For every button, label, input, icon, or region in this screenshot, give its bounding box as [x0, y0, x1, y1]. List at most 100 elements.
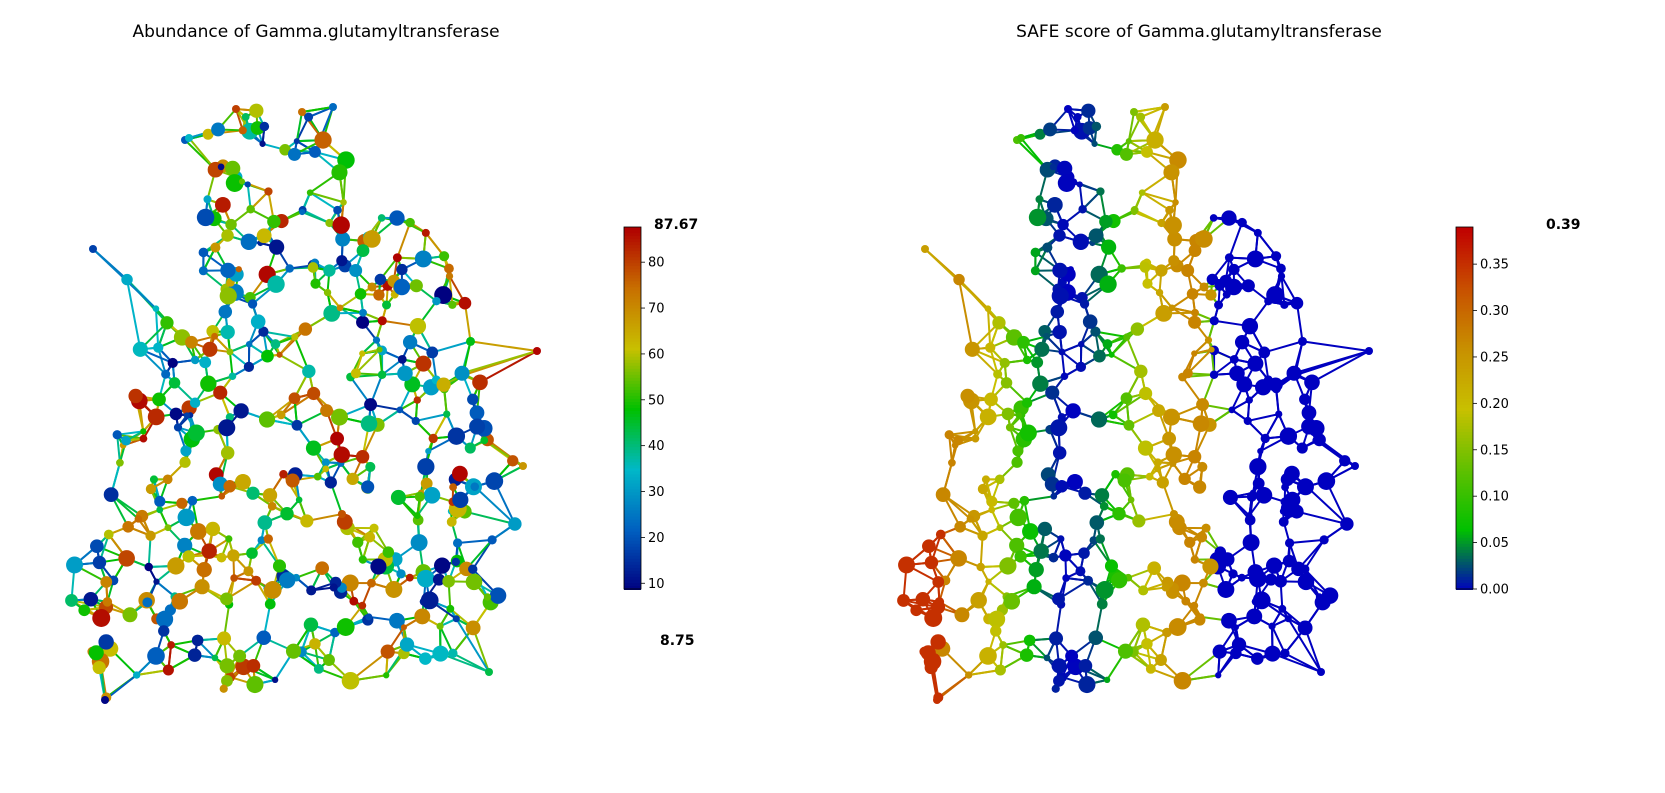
abundance-node — [139, 434, 148, 443]
abundance-node — [310, 278, 321, 289]
abundance-node — [321, 458, 330, 467]
abundance-node — [276, 410, 286, 420]
abundance-node — [320, 404, 334, 418]
abundance-node — [439, 251, 450, 262]
abundance-node — [272, 559, 287, 573]
abundance-edge — [461, 350, 538, 375]
abundance-node — [132, 341, 148, 357]
abundance-node — [323, 288, 332, 297]
abundance-colorbar-segment — [624, 269, 641, 274]
abundance-node — [413, 396, 421, 404]
safe-colorbar: 0.00 0.05 0.10 0.15 0.20 0.25 0.30 0.35 — [1455, 226, 1509, 598]
abundance-node — [367, 578, 376, 588]
abundance-node — [128, 388, 143, 404]
abundance-colorbar-segment — [624, 230, 641, 235]
safe-colorbar-tick-label: 0.05 — [1480, 536, 1509, 551]
abundance-node — [196, 561, 212, 578]
abundance-node — [257, 536, 266, 545]
abundance-colorbar-segment — [624, 447, 641, 452]
abundance-node — [306, 585, 317, 596]
abundance-node — [469, 405, 485, 421]
abundance-node — [263, 534, 273, 544]
abundance-colorbar-segment — [624, 377, 641, 382]
abundance-node — [389, 612, 405, 629]
abundance-node — [219, 287, 237, 305]
abundance-node — [420, 477, 433, 490]
abundance-node — [217, 631, 232, 646]
abundance-node — [144, 562, 153, 572]
abundance-node — [205, 521, 221, 537]
abundance-node — [269, 239, 285, 255]
abundance-colorbar-tick-label: 70 — [648, 302, 665, 317]
abundance-node — [303, 617, 319, 632]
abundance-colorbar-segment — [624, 254, 641, 259]
abundance-edge — [470, 340, 538, 352]
abundance-node — [214, 196, 231, 213]
abundance-node — [313, 663, 324, 674]
abundance-node — [465, 573, 483, 591]
abundance-node — [451, 465, 468, 482]
abundance-colorbar-segment — [624, 537, 641, 542]
abundance-colorbar-segment — [624, 429, 641, 434]
abundance-colorbar-segment — [624, 480, 641, 485]
abundance-colorbar-segment — [624, 489, 641, 494]
abundance-edge — [309, 191, 344, 204]
abundance-colorbar-segment — [624, 260, 641, 265]
abundance-node — [213, 385, 228, 400]
abundance-edge — [192, 495, 222, 502]
abundance-node — [258, 411, 276, 428]
abundance-edge — [228, 351, 234, 377]
abundance-colorbar-segment — [624, 380, 641, 385]
abundance-node — [432, 296, 441, 306]
abundance-node — [147, 408, 165, 426]
abundance-colorbar-segment — [624, 555, 641, 560]
safe-edge — [1306, 485, 1348, 525]
abundance-node — [454, 365, 470, 381]
safe-colorbar-tick-label: 0.35 — [1480, 258, 1509, 273]
abundance-node — [267, 214, 281, 229]
abundance-node — [220, 324, 235, 340]
abundance-colorbar-segment — [624, 504, 641, 509]
abundance-colorbar-segment — [624, 519, 641, 524]
abundance-node — [335, 231, 351, 247]
abundance-node — [98, 634, 114, 650]
abundance-node — [211, 122, 226, 137]
abundance-node — [485, 472, 504, 490]
abundance-colorbar-segment — [624, 507, 641, 512]
abundance-node — [359, 350, 366, 357]
abundance-node — [370, 558, 387, 575]
abundance-colorbar-segment — [624, 522, 641, 527]
abundance-node — [100, 576, 113, 588]
abundance-edge — [309, 191, 339, 211]
abundance-node — [279, 470, 288, 479]
abundance-node — [121, 273, 133, 286]
abundance-colorbar-segment — [624, 353, 641, 358]
abundance-node — [470, 482, 480, 491]
abundance-node — [228, 372, 237, 381]
abundance-node — [160, 316, 174, 330]
abundance-node — [132, 671, 141, 679]
abundance-node — [377, 370, 387, 380]
abundance-colorbar-tick-label: 80 — [648, 256, 665, 271]
abundance-node — [211, 332, 219, 340]
abundance-node — [152, 392, 166, 407]
abundance-edge — [154, 308, 160, 348]
abundance-colorbar-segment — [624, 486, 641, 491]
abundance-colorbar-max: 87.67 — [654, 217, 699, 233]
abundance-node — [291, 333, 299, 341]
abundance-node — [365, 613, 373, 621]
abundance-colorbar-segment — [624, 323, 641, 328]
abundance-node — [187, 648, 202, 662]
abundance-node — [264, 598, 276, 610]
abundance-edge — [448, 276, 454, 305]
safe-colorbar-tick-label: 0.25 — [1480, 350, 1509, 365]
abundance-node — [196, 208, 215, 227]
abundance-node — [185, 134, 193, 142]
abundance-node — [116, 458, 124, 467]
abundance-node — [199, 356, 212, 369]
abundance-edge — [439, 625, 454, 654]
abundance-node — [167, 641, 175, 649]
abundance-node — [171, 593, 189, 610]
abundance-node — [145, 483, 157, 495]
abundance-node — [250, 314, 266, 329]
